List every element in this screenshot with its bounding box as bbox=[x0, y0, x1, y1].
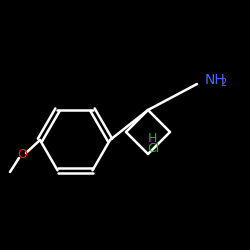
Text: NH: NH bbox=[205, 73, 226, 87]
Text: H: H bbox=[147, 132, 157, 144]
Text: O: O bbox=[17, 148, 27, 162]
Text: 2: 2 bbox=[220, 78, 226, 88]
Text: Cl: Cl bbox=[147, 142, 159, 154]
